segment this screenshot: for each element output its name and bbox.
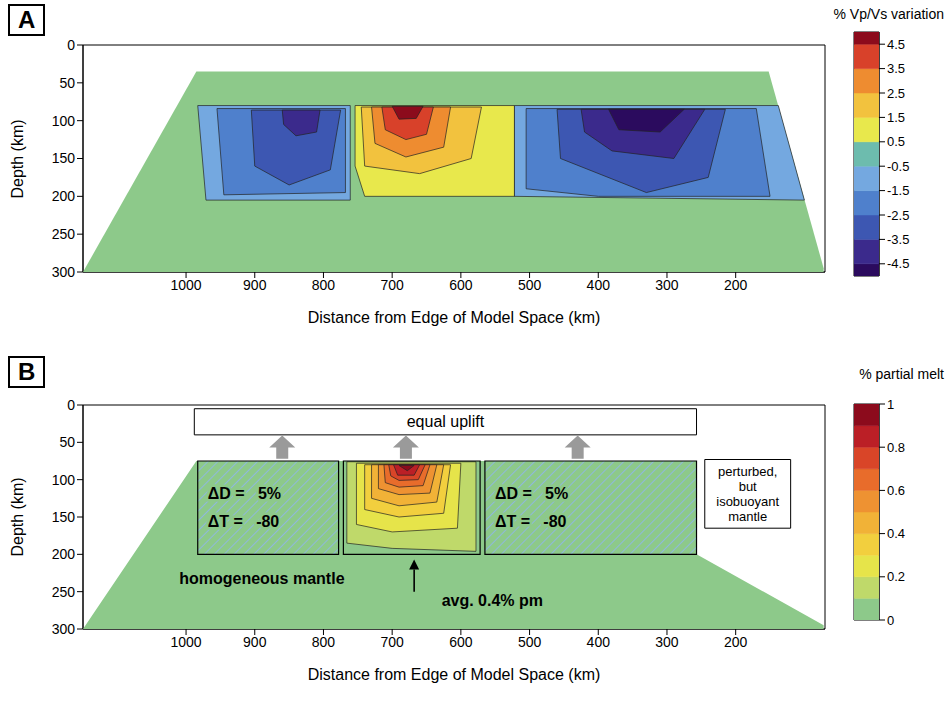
svg-text:1000: 1000 xyxy=(170,634,201,650)
svg-text:Distance from Edge of Model Sp: Distance from Edge of Model Space (km) xyxy=(308,309,601,326)
svg-text:ΔT = -80: ΔT = -80 xyxy=(208,513,280,530)
svg-text:500: 500 xyxy=(518,277,542,293)
svg-text:300: 300 xyxy=(655,634,679,650)
svg-text:600: 600 xyxy=(449,634,473,650)
svg-text:100: 100 xyxy=(52,113,76,129)
svg-text:ΔD = 5%: ΔD = 5% xyxy=(495,485,568,502)
svg-text:250: 250 xyxy=(52,226,76,242)
svg-text:150: 150 xyxy=(52,509,76,525)
svg-text:50: 50 xyxy=(59,75,75,91)
svg-text:400: 400 xyxy=(587,634,611,650)
svg-text:-3.5: -3.5 xyxy=(887,232,909,247)
svg-text:but: but xyxy=(739,479,757,494)
svg-text:0.8: 0.8 xyxy=(887,440,905,455)
svg-text:-2.5: -2.5 xyxy=(887,208,909,223)
svg-text:0.4: 0.4 xyxy=(887,526,905,541)
svg-text:isobuoyant: isobuoyant xyxy=(716,494,779,509)
svg-text:900: 900 xyxy=(243,277,267,293)
html-text:A: A xyxy=(18,6,36,33)
svg-text:equal uplift: equal uplift xyxy=(407,413,485,430)
svg-text:Distance from Edge of Model Sp: Distance from Edge of Model Space (km) xyxy=(308,666,601,683)
svg-text:1.5: 1.5 xyxy=(887,110,905,125)
svg-text:0: 0 xyxy=(67,397,75,413)
svg-text:500: 500 xyxy=(518,634,542,650)
svg-text:800: 800 xyxy=(312,277,336,293)
svg-text:0: 0 xyxy=(887,613,894,628)
svg-text:0.6: 0.6 xyxy=(887,483,905,498)
html-text:Depth (km): Depth (km) xyxy=(9,118,26,199)
svg-text:200: 200 xyxy=(724,277,748,293)
svg-text:0.5: 0.5 xyxy=(887,134,905,149)
svg-text:700: 700 xyxy=(380,277,404,293)
svg-text:100: 100 xyxy=(52,472,76,488)
svg-text:1000: 1000 xyxy=(170,277,201,293)
svg-text:avg. 0.4% pm: avg. 0.4% pm xyxy=(442,592,543,609)
svg-text:perturbed,: perturbed, xyxy=(718,464,777,479)
html-text:% partial melt: % partial melt xyxy=(859,366,944,382)
svg-text:-1.5: -1.5 xyxy=(887,183,909,198)
svg-text:300: 300 xyxy=(52,621,76,637)
svg-text:0: 0 xyxy=(67,37,75,53)
svg-text:1: 1 xyxy=(887,397,894,412)
html-text:Depth (km): Depth (km) xyxy=(9,477,26,557)
svg-text:-4.5: -4.5 xyxy=(887,256,909,271)
svg-text:3.5: 3.5 xyxy=(887,61,905,76)
svg-text:250: 250 xyxy=(52,584,76,600)
svg-text:150: 150 xyxy=(52,150,76,166)
svg-text:400: 400 xyxy=(587,277,611,293)
svg-text:2.5: 2.5 xyxy=(887,86,905,101)
svg-text:50: 50 xyxy=(59,434,75,450)
svg-text:300: 300 xyxy=(52,264,76,280)
svg-text:0.2: 0.2 xyxy=(887,569,905,584)
svg-text:200: 200 xyxy=(724,634,748,650)
svg-text:-0.5: -0.5 xyxy=(887,159,909,174)
svg-text:900: 900 xyxy=(243,634,267,650)
svg-text:600: 600 xyxy=(449,277,473,293)
html-text:% Vp/Vs variation: % Vp/Vs variation xyxy=(833,6,944,22)
svg-text:4.5: 4.5 xyxy=(887,37,905,52)
svg-text:homogeneous mantle: homogeneous mantle xyxy=(179,570,344,587)
svg-text:200: 200 xyxy=(52,546,76,562)
html-text:B: B xyxy=(18,358,36,385)
svg-text:300: 300 xyxy=(655,277,679,293)
svg-text:700: 700 xyxy=(380,634,404,650)
svg-text:200: 200 xyxy=(52,188,76,204)
svg-text:800: 800 xyxy=(312,634,336,650)
svg-text:ΔD = 5%: ΔD = 5% xyxy=(208,485,281,502)
svg-text:mantle: mantle xyxy=(728,509,767,524)
svg-text:ΔT = -80: ΔT = -80 xyxy=(495,513,567,530)
